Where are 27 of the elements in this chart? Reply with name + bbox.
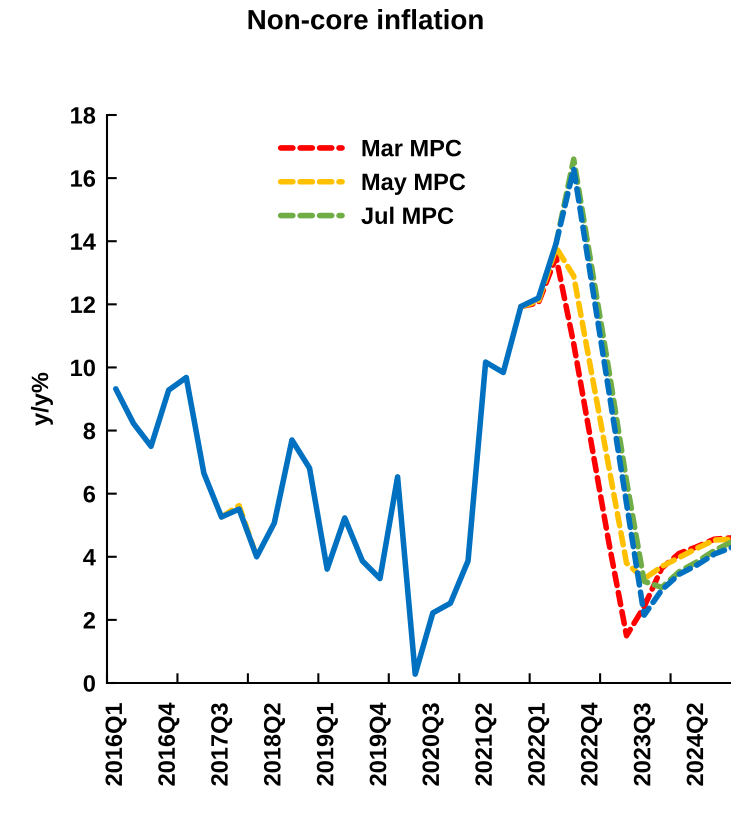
y-tick-label: 10 — [71, 360, 95, 376]
x-tick-label: 2022Q1 — [528, 703, 550, 786]
y-tick-label: 18 — [71, 107, 96, 124]
x-tick-label: 2023Q3 — [634, 703, 655, 786]
legend-label: Mar MPC — [362, 140, 462, 156]
x-tick-label: 2016Q1 — [105, 703, 127, 786]
y-axis-title: y/y% — [30, 372, 53, 426]
x-tick-label: 2019Q4 — [370, 702, 391, 786]
y-tick-label: 0 — [84, 675, 95, 692]
legend-label: Jul MPC — [361, 206, 454, 224]
y-tick-label: 16 — [71, 170, 96, 187]
x-tick-label: 2017Q3 — [211, 703, 232, 786]
y-tick-label: 14 — [71, 234, 96, 250]
chart-title: Non-core inflation — [248, 9, 483, 30]
y-tick-label: 4 — [83, 549, 96, 566]
x-tick-label: 2021Q2 — [475, 703, 496, 786]
x-tick-label: 2022Q4 — [580, 702, 602, 786]
x-tick-label: 2024Q2 — [686, 703, 708, 786]
x-tick-label: 2016Q4 — [158, 702, 180, 786]
y-tick-label: 8 — [84, 422, 96, 440]
y-tick-label: 6 — [84, 486, 96, 502]
x-tick-label: 2019Q1 — [316, 703, 338, 786]
x-tick-label: 2020Q3 — [422, 703, 444, 786]
legend-label: May MPC — [362, 174, 466, 195]
x-tick-label: 2018Q2 — [264, 703, 286, 786]
y-tick-label: 12 — [71, 296, 95, 313]
y-tick-label: 2 — [84, 612, 95, 628]
